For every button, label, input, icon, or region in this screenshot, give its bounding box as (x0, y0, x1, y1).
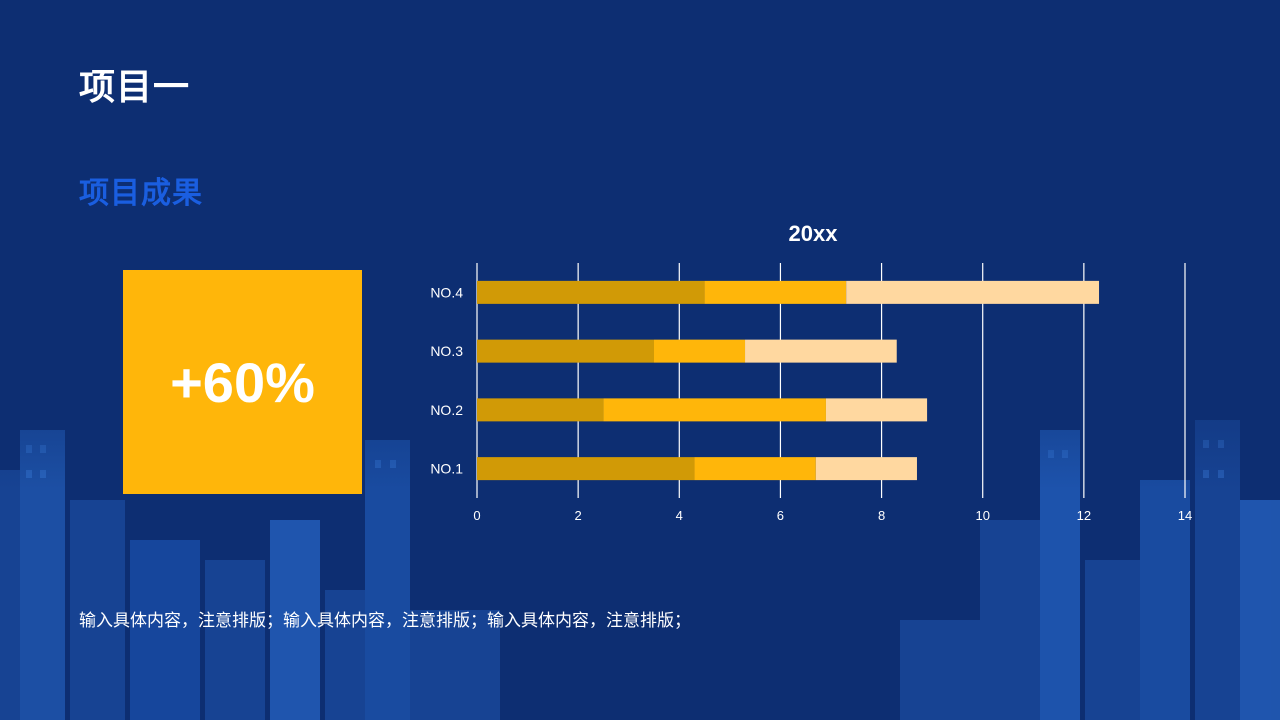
stat-value: +60% (170, 350, 315, 414)
bar-segment (846, 280, 1100, 304)
stacked-bar-chart: 20xx 0 2 4 6 8 10 12 14 NO.1 NO.2 NO.3 NO.4 (430, 221, 1192, 523)
category-label: NO.2 (430, 402, 463, 418)
bar-segment (654, 339, 746, 363)
bar-segment (603, 398, 826, 422)
x-tick-label: 12 (1077, 508, 1091, 523)
bar-segment (815, 457, 917, 481)
bar-segment (477, 339, 654, 363)
category-label: NO.4 (430, 284, 463, 300)
x-tick-label: 2 (575, 508, 582, 523)
category-label: NO.1 (430, 461, 463, 477)
x-tick-label: 4 (676, 508, 683, 523)
bar-segment (694, 457, 816, 481)
body-text: 输入具体内容，注意排版；输入具体内容，注意排版；输入具体内容，注意排版； (79, 611, 691, 630)
chart-title: 20xx (789, 221, 839, 246)
x-tick-label: 6 (777, 508, 784, 523)
page-title: 项目一 (79, 66, 191, 107)
category-label: NO.3 (430, 343, 463, 359)
section-title: 项目成果 (79, 177, 203, 210)
bar-segment (704, 280, 847, 304)
bar-segment (477, 398, 604, 422)
bar-segment (477, 280, 705, 304)
x-tick-label: 0 (473, 508, 480, 523)
bar-segment (745, 339, 897, 363)
x-tick-label: 8 (878, 508, 885, 523)
x-tick-label: 14 (1178, 508, 1192, 523)
stat-highlight-box: +60% (123, 270, 362, 494)
bar-segment (477, 457, 695, 481)
bar-segment (825, 398, 928, 422)
x-tick-label: 10 (975, 508, 989, 523)
